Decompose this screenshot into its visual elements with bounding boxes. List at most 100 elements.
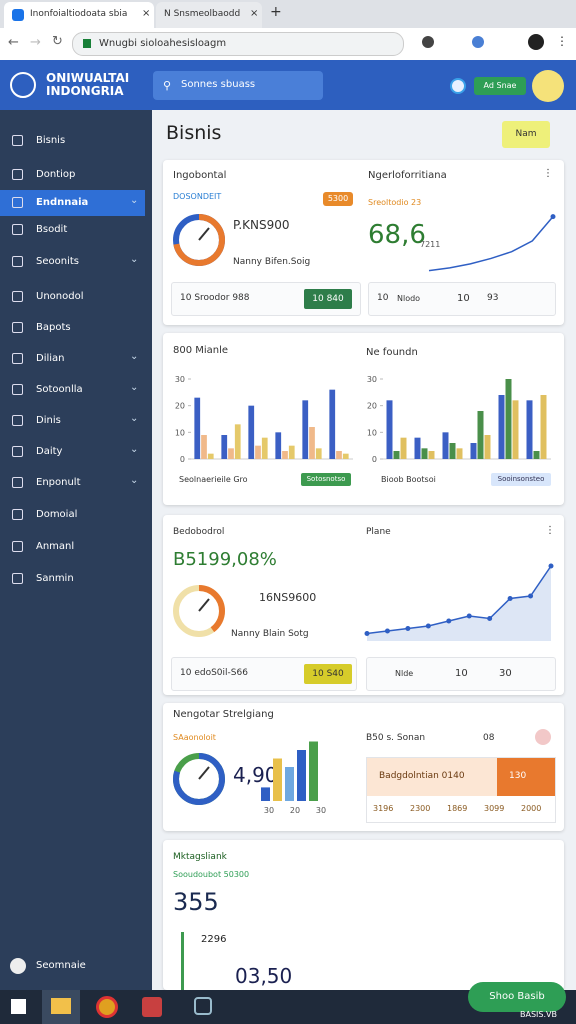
card-subtitle: Sreoltodio 23 [368, 198, 422, 207]
value: P.KNS900 [233, 218, 290, 232]
amount: 16NS9600 [259, 591, 317, 604]
bar [221, 435, 228, 459]
chevron: ⌄ [130, 444, 139, 455]
bar [421, 448, 428, 459]
sidebar-label: Sotoonlla [36, 384, 83, 395]
table-header-cell: 130 [497, 758, 555, 796]
sidebar-item[interactable]: Anmanl [0, 534, 145, 560]
footer-box: 10 Sroodor 988 10 840 [171, 282, 361, 316]
sidebar-label: Unonodol [36, 291, 84, 302]
sidebar-item[interactable]: Sotoonlla ⌄ [0, 377, 145, 403]
forward-button[interactable]: → [30, 35, 41, 50]
tab[interactable]: Inonfoialtiodoata sbia × [4, 2, 154, 28]
legend-button[interactable]: Sotosnotso [301, 473, 351, 486]
big-value: 03,50 [235, 964, 293, 988]
bar [234, 424, 241, 459]
profile-icon[interactable] [528, 34, 544, 50]
more-menu[interactable]: ⋮ [543, 168, 553, 179]
bar [309, 741, 318, 801]
sidebar-item[interactable]: Daity ⌄ [0, 439, 145, 465]
y-tick-label: 30 [367, 375, 377, 384]
sub-value: 2296 [201, 934, 227, 945]
bar [484, 435, 491, 459]
chevron: ⌄ [130, 351, 139, 362]
card: Bedobodrol B5199,08% 16NS9600 Nanny Blai… [163, 515, 564, 695]
bar [393, 451, 400, 459]
taskbar-app[interactable] [142, 997, 162, 1017]
footer-button[interactable]: 10 S40 [304, 664, 352, 684]
footer-box: 10 edoS0il-S66 10 S40 [171, 657, 357, 691]
footer-button[interactable]: 10 840 [304, 289, 352, 309]
sidebar-icon [12, 322, 23, 333]
footer-cell: 30 [499, 668, 512, 679]
taskbar-app[interactable] [96, 996, 118, 1018]
sidebar-label: Dontiop [36, 169, 76, 180]
footer-cell: Nlde [395, 669, 414, 678]
table-cell: 2300 [410, 804, 431, 813]
sidebar-item[interactable]: Dontiop [0, 162, 145, 188]
bar [261, 787, 270, 801]
sidebar-item[interactable]: Seoonits ⌄ [0, 249, 145, 275]
sidebar-item[interactable]: Bsodit [0, 217, 145, 243]
needle [198, 598, 210, 612]
point [528, 593, 534, 599]
close-icon[interactable] [535, 729, 551, 745]
tab-close[interactable]: × [250, 8, 259, 19]
logo-icon [10, 72, 36, 98]
sidebar-icon [12, 573, 23, 584]
start-button[interactable] [11, 999, 26, 1014]
new-tab[interactable]: + [270, 4, 282, 20]
sidebar-icon [12, 477, 23, 488]
search-box[interactable]: ⚲ Sonnes sbuass [153, 71, 323, 100]
sidebar-label: Enponult [36, 477, 81, 488]
sidebar-item[interactable]: Bapots [0, 315, 145, 341]
logo-line: INDONGRIA [46, 84, 124, 98]
legend-button[interactable]: Sooinsonsteo [491, 473, 551, 486]
ring-value [173, 753, 225, 805]
reload-button[interactable]: ↻ [52, 34, 63, 49]
sidebar-item[interactable]: Sanmin [0, 566, 145, 592]
needle [198, 227, 210, 241]
taskbar-app[interactable] [42, 990, 80, 1024]
point [384, 628, 390, 634]
sidebar-item[interactable]: Bisnis [0, 128, 145, 154]
ring-value [173, 585, 225, 637]
note: Nanny Bifen.Soig [233, 257, 311, 267]
bar [309, 427, 315, 459]
y-tick-label: 10 [367, 428, 377, 437]
sidebar-item[interactable]: Dilian ⌄ [0, 346, 145, 372]
sidebar-item[interactable]: Enponult ⌄ [0, 470, 145, 496]
address-bar[interactable]: Wnugbi sioloahesisloagm [72, 32, 404, 56]
sidebar-item[interactable]: Unonodol [0, 284, 145, 310]
back-button[interactable]: ← [8, 35, 19, 50]
menu[interactable]: ⋮ [556, 34, 568, 48]
bar [288, 445, 295, 459]
sidebar-icon [12, 541, 23, 552]
sidebar-icon [12, 291, 23, 302]
avatar[interactable] [532, 70, 564, 102]
tab-close[interactable]: × [142, 8, 151, 19]
more-menu[interactable]: ⋮ [545, 525, 555, 536]
extension-icon[interactable] [472, 36, 484, 48]
sidebar-icon [12, 353, 23, 364]
extension-icon[interactable] [422, 36, 434, 48]
card-title: Plane [366, 527, 391, 537]
notification-icon[interactable] [450, 78, 466, 94]
bar [526, 400, 533, 459]
sidebar-item[interactable]: Dinis ⌄ [0, 408, 145, 434]
floating-button[interactable]: Shoo Basib [468, 982, 566, 1012]
sidebar-label: Dilian [36, 353, 65, 364]
footer-box: Nlde 10 30 [366, 657, 556, 691]
chevron: ⌄ [130, 254, 139, 265]
point [466, 613, 472, 619]
tab[interactable]: N Snsmeolbaodd × [156, 2, 262, 28]
big-value: 355 [173, 888, 219, 916]
bar [477, 411, 484, 459]
sidebar-item[interactable]: Endnnaia ⌄ [0, 190, 145, 216]
page-button[interactable]: Nam [502, 121, 550, 148]
sidebar-footer[interactable]: Seomnaie [36, 960, 86, 971]
header-button[interactable]: Ad Snae [474, 77, 526, 95]
y-tick-label: 10 [175, 428, 185, 437]
taskbar-app[interactable] [194, 997, 212, 1015]
sidebar-item[interactable]: Domoial [0, 502, 145, 528]
